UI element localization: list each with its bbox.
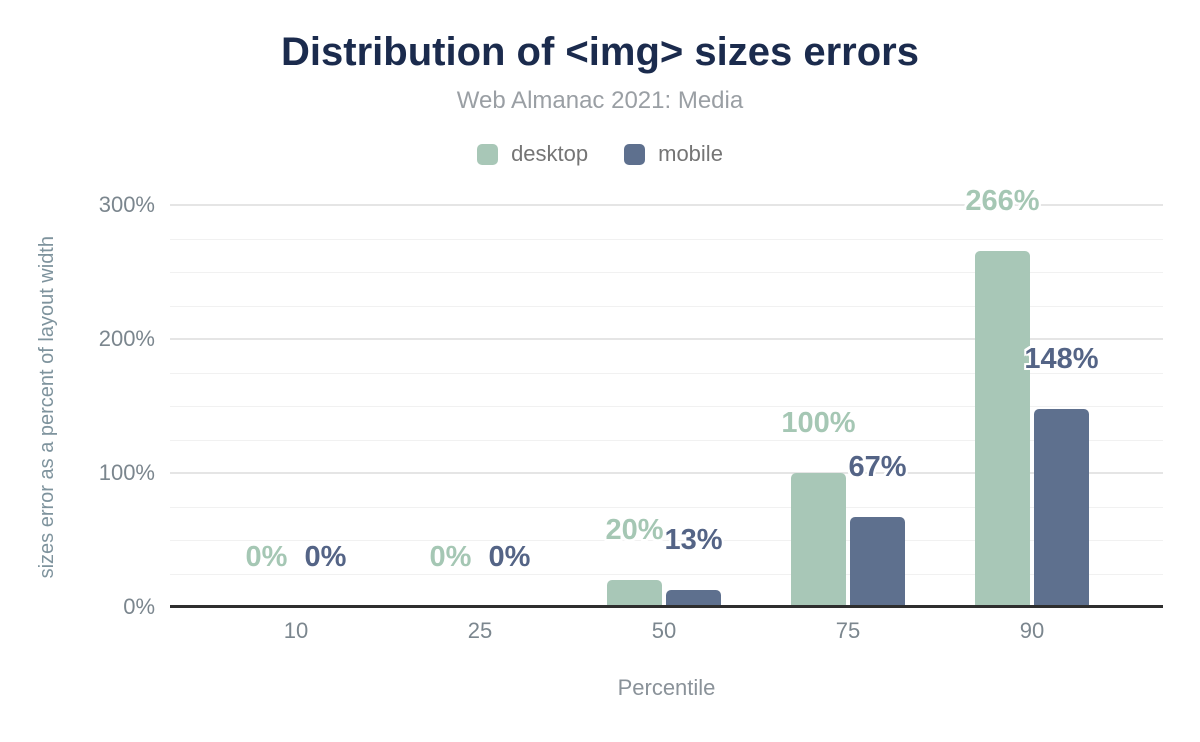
bar-mobile-p75	[850, 517, 905, 607]
plot-area: 0% 100% 200% 300% 10 0% 0% 25 0% 0% 50 20% 13% 75 100%…	[99, 185, 1163, 643]
legend-item-desktop[interactable]: desktop	[477, 141, 588, 167]
x-axis-tick-label: 10	[283, 618, 309, 643]
minor-gridline	[170, 272, 1163, 273]
minor-gridline	[170, 439, 1163, 441]
data-label-desktop-p50: 20%	[605, 514, 664, 547]
bar-desktop-p50	[607, 580, 662, 607]
legend-label-desktop: desktop	[511, 141, 589, 166]
data-label-mobile-p50: 13%	[664, 523, 723, 556]
data-label-mobile-p10: 0%	[304, 541, 347, 573]
y-axis-tick-label: 100%	[98, 460, 155, 485]
x-axis-line	[170, 605, 1163, 608]
legend-label-mobile: mobile	[658, 141, 723, 166]
minor-gridline	[170, 506, 1163, 508]
legend-swatch-desktop	[477, 143, 499, 165]
x-axis-title: Percentile	[617, 675, 716, 700]
y-axis-title: sizes error as a percent of layout width	[35, 235, 58, 579]
bar-desktop-p90	[975, 250, 1030, 607]
x-axis-tick-label: 75	[835, 618, 861, 643]
minor-gridline	[170, 406, 1163, 407]
bar-desktop-p75	[791, 473, 846, 607]
minor-gridline	[170, 238, 1163, 240]
chart-subtitle: Web Almanac 2021: Media	[456, 87, 744, 114]
chart-legend: desktop mobile	[0, 141, 1200, 167]
minor-gridline	[170, 305, 1163, 307]
y-axis-title-box: sizes error as a percent of layout width	[28, 186, 66, 628]
minor-gridline	[170, 573, 1163, 575]
major-gridline	[170, 204, 1163, 206]
bar-mobile-p50	[666, 589, 721, 607]
minor-gridline	[170, 372, 1163, 374]
major-gridline	[170, 472, 1163, 474]
y-axis-tick-label: 0%	[123, 594, 155, 619]
data-label-mobile-p75: 67%	[848, 451, 907, 484]
bar-mobile-p90	[1034, 408, 1089, 607]
major-gridline	[170, 338, 1163, 340]
data-label-desktop-p75: 100%	[781, 407, 856, 439]
y-axis-tick-label: 200%	[98, 326, 155, 351]
data-label-mobile-p25: 0%	[488, 541, 531, 573]
data-label-desktop-p10: 0%	[245, 541, 288, 573]
x-axis-tick-label: 25	[467, 618, 493, 643]
legend-swatch-mobile	[624, 143, 646, 165]
y-axis-tick-label: 300%	[98, 192, 155, 217]
x-axis-tick-label: 50	[651, 618, 677, 643]
legend-item-mobile[interactable]: mobile	[624, 141, 723, 167]
data-label-desktop-p25: 0%	[429, 541, 472, 573]
minor-gridline	[170, 540, 1163, 541]
x-axis-tick-label: 90	[1019, 618, 1045, 643]
data-label-mobile-p90: 148%	[1024, 342, 1099, 375]
data-label-desktop-p90: 266%	[965, 184, 1040, 217]
chart-title: Distribution of <img> sizes errors	[281, 30, 919, 74]
